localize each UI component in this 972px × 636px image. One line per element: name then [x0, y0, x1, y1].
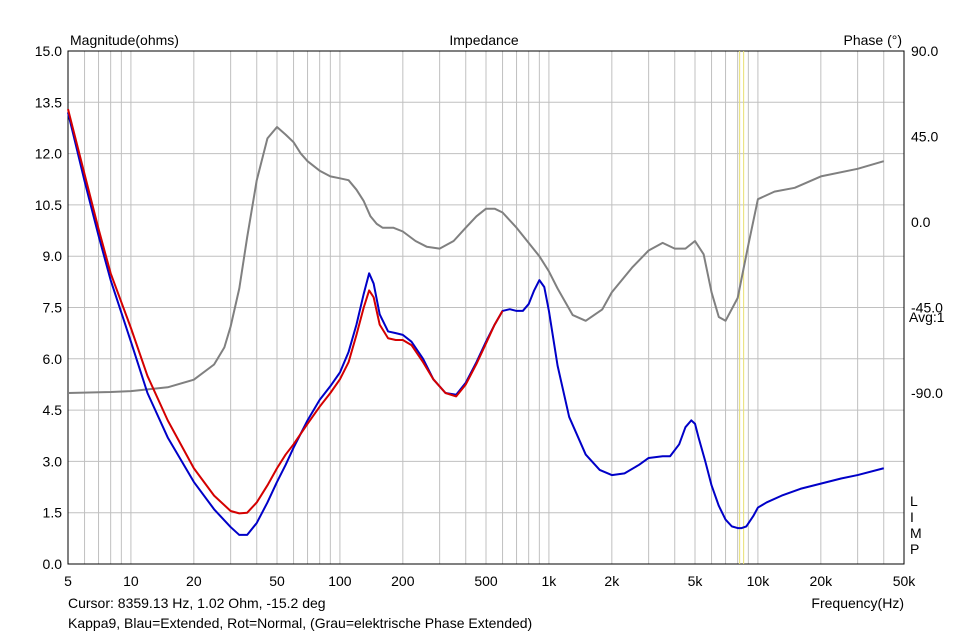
x-tick-label: 2k: [604, 573, 620, 589]
side-letter-m: M: [910, 525, 922, 541]
y-tick-label: 12.0: [35, 146, 62, 162]
y-tick-label: 9.0: [43, 248, 63, 264]
x-tick-label: 1k: [542, 573, 558, 589]
y-tick-label: 13.5: [35, 94, 62, 110]
x-tick-label: 10k: [747, 573, 771, 589]
tick-labels: 15.0 13.5 12.0 10.5 9.0 7.5 6.0 4.5 3.0 1.5 0.0 90.…: [35, 43, 943, 589]
side-letter-l: L: [910, 493, 918, 509]
series-line-gray: [67, 126, 885, 394]
y-right-tick-label: 45.0: [911, 129, 938, 145]
y-tick-label: 3.0: [43, 453, 63, 469]
y-right-tick-label: -90.0: [911, 385, 943, 401]
cursor-marker: [739, 51, 745, 564]
x-tick-label: 500: [474, 573, 498, 589]
y-tick-label: 6.0: [43, 351, 63, 367]
x-tick-label: 20k: [810, 573, 834, 589]
side-letter-i: I: [910, 509, 914, 525]
side-letter-p: P: [910, 541, 919, 557]
grid: [68, 51, 904, 564]
y-right-axis-label: Phase (°): [843, 32, 902, 48]
x-tick-label: 10: [123, 573, 139, 589]
x-axis-label: Frequency(Hz): [811, 595, 904, 611]
caption: Kappa9, Blau=Extended, Rot=Normal, (Grau…: [68, 615, 532, 631]
cursor-readout: Cursor: 8359.13 Hz, 1.02 Ohm, -15.2 deg: [68, 595, 326, 611]
y-right-tick-label: 90.0: [911, 43, 938, 59]
x-tick-label: 5k: [688, 573, 704, 589]
y-tick-label: 7.5: [43, 300, 63, 316]
y-tick-label: 10.5: [35, 197, 62, 213]
y-tick-label: 4.5: [43, 402, 63, 418]
x-tick-label: 5: [64, 573, 72, 589]
series-line-red: [67, 108, 504, 515]
y-tick-label: 1.5: [43, 505, 63, 521]
y-right-tick-label: 0.0: [911, 214, 931, 230]
plot-frame: [67, 50, 905, 565]
y-right-tick-label: -45.0: [911, 300, 943, 316]
x-tick-label: 50k: [893, 573, 917, 589]
y-axis-label: Magnitude(ohms): [70, 32, 179, 48]
x-tick-label: 200: [391, 573, 415, 589]
series-line-blue: [67, 112, 885, 536]
x-tick-label: 20: [186, 573, 202, 589]
chart-title: Impedance: [449, 32, 518, 48]
x-tick-label: 50: [269, 573, 285, 589]
y-tick-label: 15.0: [35, 43, 62, 59]
avg-label: Avg:1: [909, 309, 945, 325]
y-tick-label: 0.0: [43, 556, 63, 572]
series-layer: [67, 108, 885, 536]
x-tick-label: 100: [328, 573, 352, 589]
